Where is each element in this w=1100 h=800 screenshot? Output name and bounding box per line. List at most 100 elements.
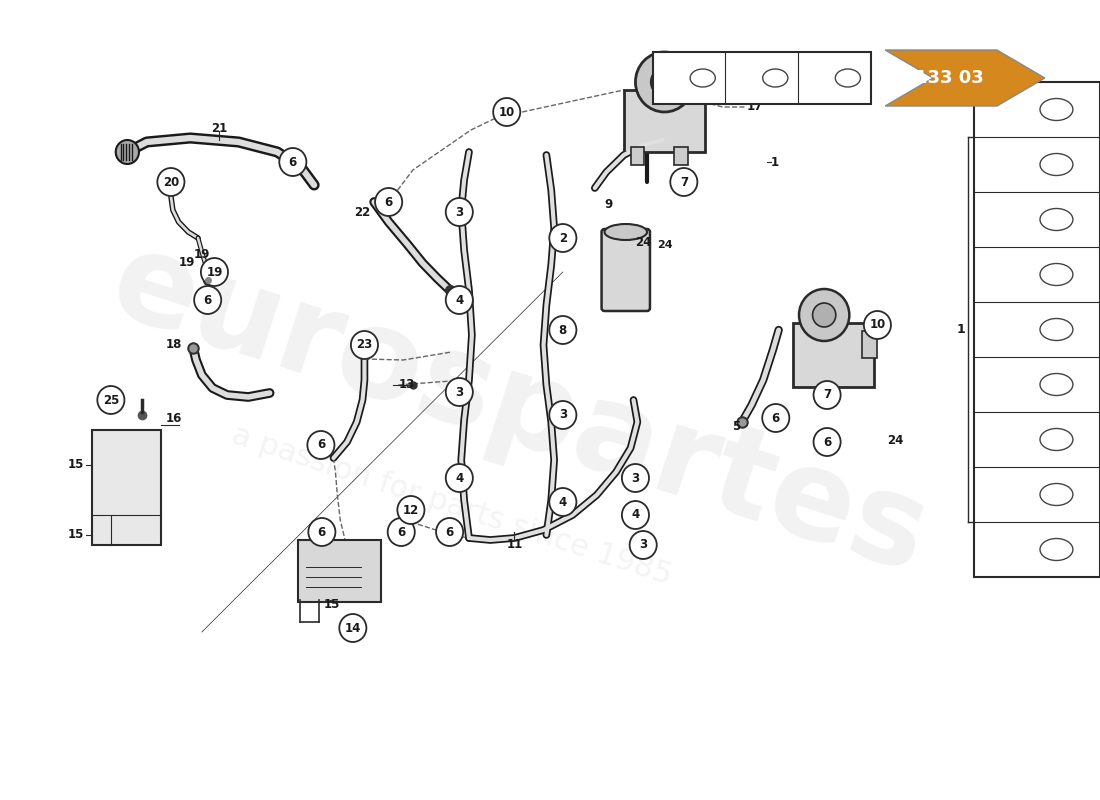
Text: 10: 10: [498, 106, 515, 118]
Text: 3: 3: [455, 206, 463, 218]
Text: 7: 7: [680, 175, 688, 189]
Bar: [975, 82, 1100, 577]
Text: 5: 5: [732, 421, 740, 434]
Bar: [653, 52, 870, 104]
Text: 3: 3: [455, 386, 463, 398]
Circle shape: [446, 198, 473, 226]
Circle shape: [116, 140, 139, 164]
Text: 14: 14: [983, 158, 1000, 171]
Circle shape: [97, 386, 124, 414]
Text: 17: 17: [983, 103, 1000, 116]
Text: 17: 17: [747, 101, 763, 114]
Text: 9: 9: [605, 198, 613, 211]
Text: 6: 6: [204, 294, 212, 306]
Text: 11: 11: [506, 538, 522, 551]
Text: 3: 3: [639, 538, 647, 551]
Circle shape: [814, 428, 840, 456]
Circle shape: [493, 98, 520, 126]
Text: eurospartes: eurospartes: [97, 221, 943, 599]
Text: 18: 18: [166, 338, 183, 350]
FancyBboxPatch shape: [624, 90, 705, 152]
Circle shape: [446, 378, 473, 406]
Text: 14: 14: [344, 622, 361, 634]
Text: 6: 6: [317, 438, 324, 451]
Text: 8: 8: [988, 268, 996, 281]
Text: 15: 15: [67, 529, 84, 542]
Text: 12: 12: [403, 503, 419, 517]
Text: 25: 25: [664, 71, 682, 85]
Text: 4: 4: [455, 471, 463, 485]
Text: 13: 13: [398, 378, 415, 391]
Ellipse shape: [605, 224, 647, 240]
Text: 4: 4: [631, 509, 639, 522]
Text: 133 03: 133 03: [914, 69, 983, 87]
Text: 24: 24: [636, 235, 652, 249]
Text: 19: 19: [194, 249, 210, 262]
Circle shape: [762, 404, 790, 432]
Circle shape: [339, 614, 366, 642]
Circle shape: [549, 401, 576, 429]
Text: 6: 6: [397, 526, 406, 538]
Text: 2: 2: [987, 543, 996, 556]
Circle shape: [375, 188, 403, 216]
Circle shape: [157, 168, 185, 196]
Text: 18: 18: [811, 71, 827, 85]
Circle shape: [636, 52, 693, 112]
Circle shape: [813, 303, 836, 327]
Text: 20: 20: [163, 175, 179, 189]
Text: 7: 7: [823, 389, 832, 402]
Text: 21: 21: [211, 122, 228, 134]
Circle shape: [621, 501, 649, 529]
Text: 10: 10: [869, 318, 886, 331]
Text: 15: 15: [67, 458, 84, 471]
Circle shape: [307, 431, 334, 459]
Text: 10: 10: [983, 213, 1000, 226]
Polygon shape: [886, 50, 1045, 106]
Text: 19: 19: [178, 255, 195, 269]
Circle shape: [446, 286, 473, 314]
Text: 7: 7: [987, 323, 996, 336]
Text: 6: 6: [385, 195, 393, 209]
Text: 19: 19: [207, 266, 222, 278]
Circle shape: [659, 76, 670, 88]
Circle shape: [629, 531, 657, 559]
Text: 23: 23: [356, 338, 373, 351]
FancyBboxPatch shape: [630, 147, 645, 165]
Circle shape: [799, 289, 849, 341]
Circle shape: [201, 258, 228, 286]
Text: 1: 1: [956, 323, 965, 336]
Circle shape: [549, 316, 576, 344]
Text: 6: 6: [823, 435, 832, 449]
Text: 4: 4: [559, 495, 566, 509]
Circle shape: [651, 68, 678, 96]
Text: 23: 23: [738, 71, 755, 85]
Text: 3: 3: [988, 488, 996, 501]
Text: 24: 24: [887, 434, 903, 446]
Circle shape: [670, 168, 697, 196]
Text: 22: 22: [354, 206, 371, 218]
Text: a passion for parts since 1985: a passion for parts since 1985: [228, 420, 675, 590]
Circle shape: [387, 518, 415, 546]
Circle shape: [446, 464, 473, 492]
FancyBboxPatch shape: [91, 430, 162, 545]
FancyBboxPatch shape: [862, 331, 878, 358]
Text: 6: 6: [772, 411, 780, 425]
Text: 25: 25: [102, 394, 119, 406]
FancyBboxPatch shape: [602, 229, 650, 311]
Text: 1: 1: [771, 155, 779, 169]
Text: 4: 4: [455, 294, 463, 306]
Text: 8: 8: [559, 323, 566, 337]
Text: 24: 24: [657, 240, 672, 250]
Text: 3: 3: [559, 409, 566, 422]
Circle shape: [549, 224, 576, 252]
FancyBboxPatch shape: [674, 147, 688, 165]
Circle shape: [436, 518, 463, 546]
Text: 6: 6: [988, 378, 996, 391]
Text: 3: 3: [631, 471, 639, 485]
Circle shape: [308, 518, 336, 546]
FancyBboxPatch shape: [298, 540, 381, 602]
Text: 16: 16: [166, 411, 183, 425]
Circle shape: [397, 496, 425, 524]
Text: 6: 6: [446, 526, 453, 538]
Text: 6: 6: [288, 155, 297, 169]
